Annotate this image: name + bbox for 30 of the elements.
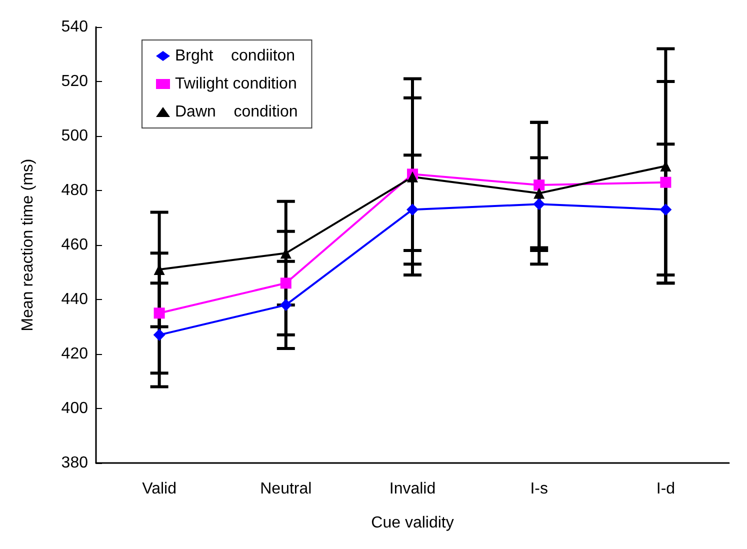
point	[407, 171, 418, 182]
x-tick-label: Invalid	[389, 480, 436, 498]
point	[280, 278, 292, 289]
y-tick-label: 500	[61, 128, 88, 144]
x-tick-label: Valid	[142, 480, 176, 498]
y-tick-label: 400	[61, 400, 88, 417]
y-tick-label: 420	[61, 346, 88, 362]
point	[534, 188, 545, 199]
legend-label: Dawn condition	[175, 104, 298, 120]
point	[153, 328, 166, 341]
point	[533, 198, 546, 210]
x-axis-title: Cue validity	[371, 514, 454, 532]
point	[660, 204, 672, 216]
x-tick-label: I-s	[530, 480, 548, 498]
y-tick-label: 520	[61, 73, 88, 90]
y-tick-label: 460	[61, 236, 88, 254]
point	[660, 176, 672, 188]
legend-label: Brght condiiton	[175, 48, 296, 64]
y-tick-label: 380	[61, 454, 88, 472]
y-tick-label: 480	[61, 182, 88, 199]
point	[154, 308, 165, 319]
x-tick-label: I-d	[656, 480, 676, 498]
x-tick-label: Neutral	[260, 480, 312, 498]
point	[534, 180, 545, 191]
y-axis-title: Mean reaction time (ms)	[20, 158, 36, 332]
y-tick-label: 440	[61, 291, 88, 308]
point	[280, 298, 292, 311]
point	[406, 204, 418, 216]
y-tick-label: 540	[61, 18, 88, 36]
legend-label: Twilight condition	[175, 76, 297, 92]
